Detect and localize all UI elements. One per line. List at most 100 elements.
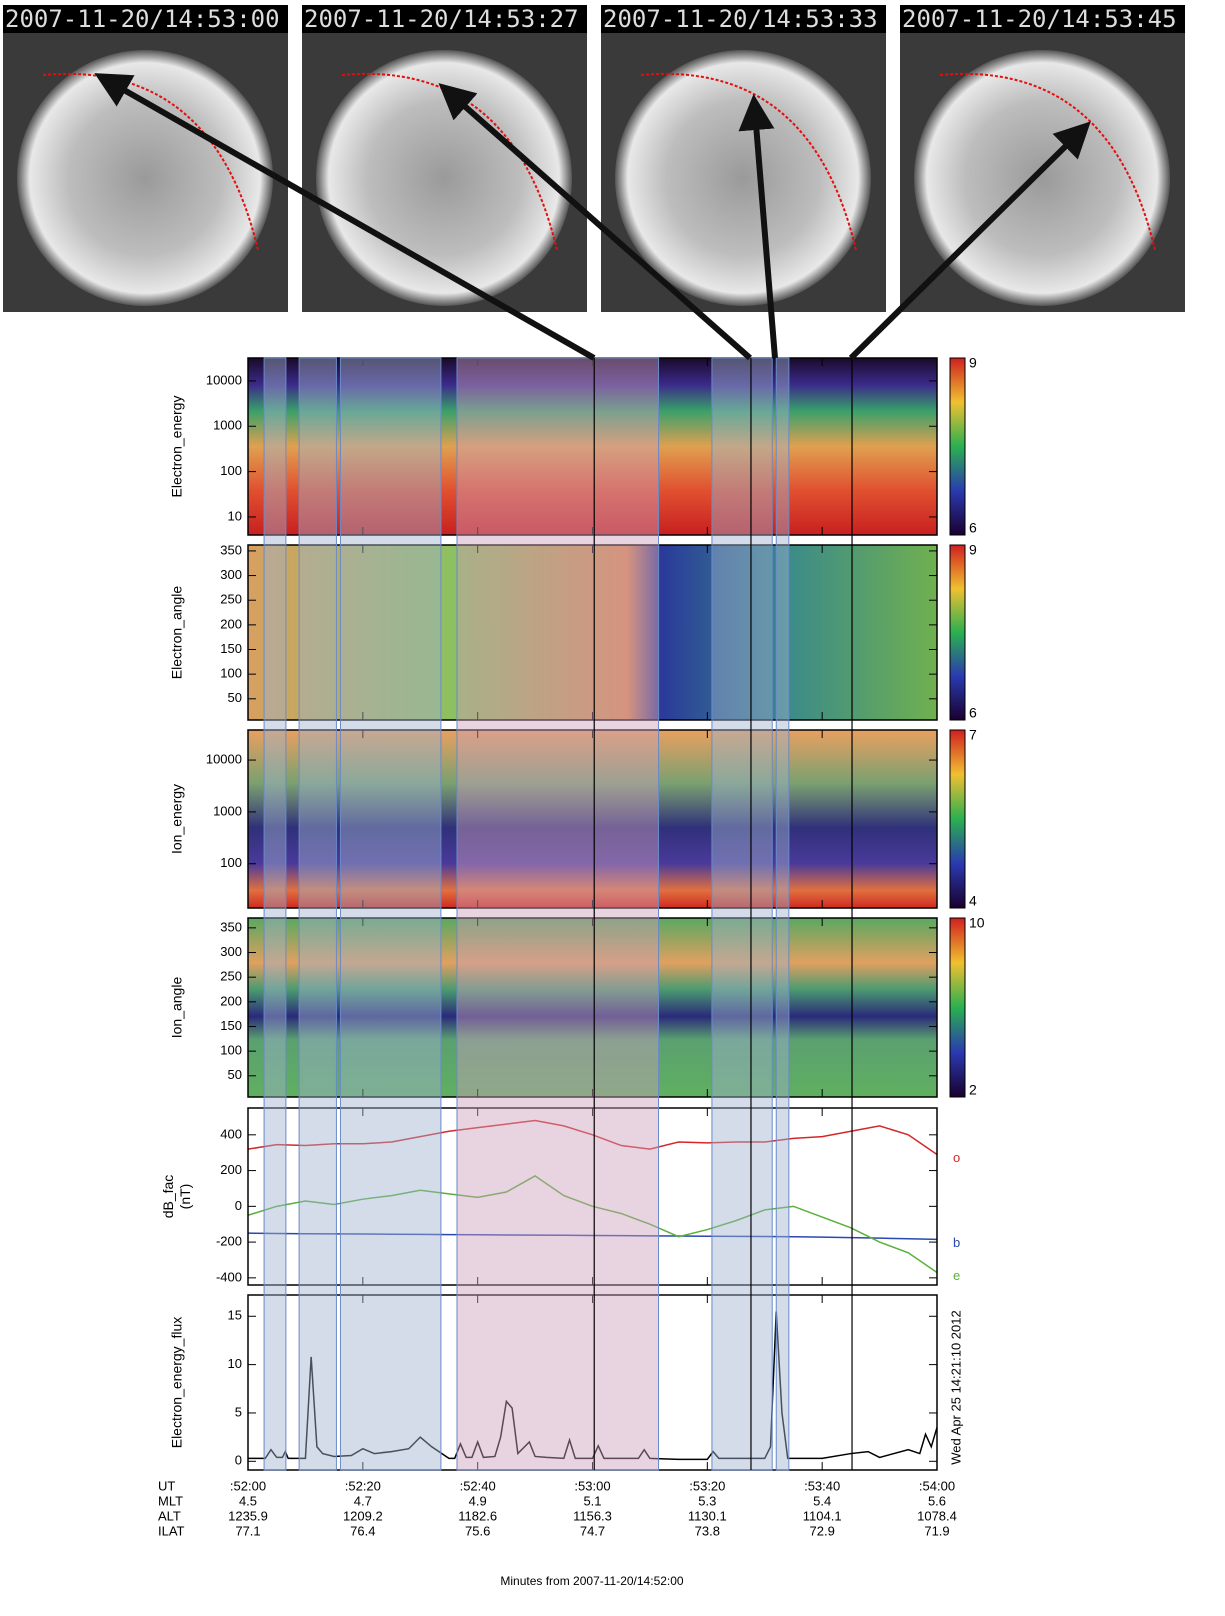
colorbar-label: 6 xyxy=(969,520,977,536)
y-tick-label: 10 xyxy=(228,508,242,523)
highlight-band xyxy=(776,358,789,1470)
y-tick-label: 400 xyxy=(220,1126,242,1141)
highlight-band xyxy=(712,358,772,1470)
colorbar-label: 2 xyxy=(969,1082,977,1098)
y-tick-label: 200 xyxy=(220,993,242,1008)
y-tick-label: 100 xyxy=(220,1043,242,1058)
colorbar-label: 9 xyxy=(969,542,977,558)
y-tick-label: -200 xyxy=(216,1234,242,1249)
y-tick-label: 15 xyxy=(228,1308,242,1323)
ephemeris-value: 1235.9 xyxy=(228,1508,268,1523)
y-tick-label: 100 xyxy=(220,855,242,870)
y-tick-label: 50 xyxy=(228,1067,242,1082)
ephemeris-value: 4.5 xyxy=(239,1493,257,1508)
y-tick-label: 350 xyxy=(220,542,242,557)
legend-label: b xyxy=(953,1235,960,1250)
ephemeris-value: 4.9 xyxy=(469,1493,487,1508)
highlight-band xyxy=(340,358,440,1470)
y-tick-label: 300 xyxy=(220,567,242,582)
colorbar xyxy=(950,545,965,720)
x-tick-label: :54:00 xyxy=(919,1478,955,1493)
highlight-band xyxy=(457,358,659,1470)
all-sky-images: 2007-11-20/14:53:00 2007-11-20/14:53:27 20… xyxy=(3,5,1185,312)
x-axis-label: Minutes from 2007-11-20/14:52:00 xyxy=(500,1574,684,1588)
ephemeris-value: 74.7 xyxy=(580,1523,605,1538)
legend-label: o xyxy=(953,1150,960,1165)
plots: 10100100010000Electron_energy69501001502… xyxy=(158,355,985,1588)
sky-dome xyxy=(316,50,572,306)
y-tick-label: 100 xyxy=(220,666,242,681)
y-tick-label: 10 xyxy=(228,1356,242,1371)
ephemeris-value: 71.9 xyxy=(924,1523,949,1538)
y-tick-label: 1000 xyxy=(213,418,242,433)
ephemeris-value: 1078.4 xyxy=(917,1508,957,1523)
ephemeris-value: 1130.1 xyxy=(688,1508,727,1523)
y-axis-label: Electron_angle xyxy=(169,586,185,680)
y-tick-label: 0 xyxy=(235,1198,242,1213)
figure: 2007-11-20/14:53:002007-11-20/14:53:2720… xyxy=(0,0,1225,1616)
x-tick-label: :52:00 xyxy=(230,1478,266,1493)
y-tick-label: 150 xyxy=(220,1018,242,1033)
sky-image: 2007-11-20/14:53:27 xyxy=(302,5,587,312)
colorbar-label: 6 xyxy=(969,705,977,721)
x-tick-label: :52:40 xyxy=(460,1478,496,1493)
y-axis-label: dB_fac xyxy=(160,1175,176,1219)
ephemeris-value: 1182.6 xyxy=(458,1508,497,1523)
colorbar xyxy=(950,918,965,1097)
y-tick-label: 150 xyxy=(220,641,242,656)
y-tick-label: 200 xyxy=(220,616,242,631)
y-tick-label: 200 xyxy=(220,1162,242,1177)
ephemeris-value: 73.8 xyxy=(695,1523,720,1538)
colorbar xyxy=(950,730,965,908)
ephemeris-value: 75.6 xyxy=(465,1523,490,1538)
timestamp: 2007-11-20/14:53:00 xyxy=(5,5,280,33)
ephemeris-label: MLT xyxy=(158,1493,183,1508)
ephemeris-value: 1156.3 xyxy=(573,1508,612,1523)
y-tick-label: 1000 xyxy=(213,803,242,818)
colorbar-label: 4 xyxy=(969,893,977,909)
ephemeris-value: 77.1 xyxy=(235,1523,260,1538)
y-axis-label: (nT) xyxy=(177,1184,193,1210)
colorbar-label: 10 xyxy=(969,915,985,931)
side-note: Wed Apr 25 14:21:10 2012 xyxy=(948,1310,963,1464)
y-tick-label: 10000 xyxy=(206,751,242,766)
highlight-band xyxy=(299,358,336,1470)
x-tick-label: :53:40 xyxy=(804,1478,840,1493)
timestamp: 2007-11-20/14:53:33 xyxy=(603,5,878,33)
y-axis-label: Ion_energy xyxy=(169,784,185,854)
ephemeris-value: 76.4 xyxy=(350,1523,375,1538)
highlight-band xyxy=(264,358,286,1470)
y-tick-label: 0 xyxy=(235,1453,242,1468)
ephemeris-label: ILAT xyxy=(158,1523,185,1538)
y-tick-label: 250 xyxy=(220,969,242,984)
ephemeris-value: 5.1 xyxy=(583,1493,601,1508)
ephemeris-value: 5.4 xyxy=(813,1493,831,1508)
colorbar-label: 9 xyxy=(969,355,977,371)
x-tick-label: :52:20 xyxy=(345,1478,381,1493)
ephemeris-value: 4.7 xyxy=(354,1493,372,1508)
ephemeris-value: 72.9 xyxy=(810,1523,835,1538)
legend-label: e xyxy=(953,1268,960,1283)
sky-dome xyxy=(914,50,1170,306)
x-tick-label: :53:20 xyxy=(689,1478,725,1493)
y-tick-label: 10000 xyxy=(206,372,242,387)
y-tick-label: 100 xyxy=(220,463,242,478)
y-tick-label: 50 xyxy=(228,690,242,705)
y-tick-label: 250 xyxy=(220,592,242,607)
colorbar-label: 7 xyxy=(969,727,977,743)
colorbar xyxy=(950,358,965,535)
y-tick-label: 350 xyxy=(220,919,242,934)
sky-dome xyxy=(17,50,273,306)
sky-dome xyxy=(615,50,871,306)
y-axis-label: Ion_angle xyxy=(169,977,185,1039)
y-tick-label: 300 xyxy=(220,944,242,959)
timestamp: 2007-11-20/14:53:45 xyxy=(902,5,1177,33)
timestamp: 2007-11-20/14:53:27 xyxy=(304,5,579,33)
y-tick-label: -400 xyxy=(216,1269,242,1284)
y-axis-label: Electron_energy xyxy=(169,396,185,498)
ephemeris-value: 1209.2 xyxy=(343,1508,383,1523)
ephemeris-value: 5.6 xyxy=(928,1493,946,1508)
ephemeris-label: UT xyxy=(158,1478,175,1493)
ephemeris-value: 5.3 xyxy=(698,1493,716,1508)
ephemeris-label: ALT xyxy=(158,1508,181,1523)
